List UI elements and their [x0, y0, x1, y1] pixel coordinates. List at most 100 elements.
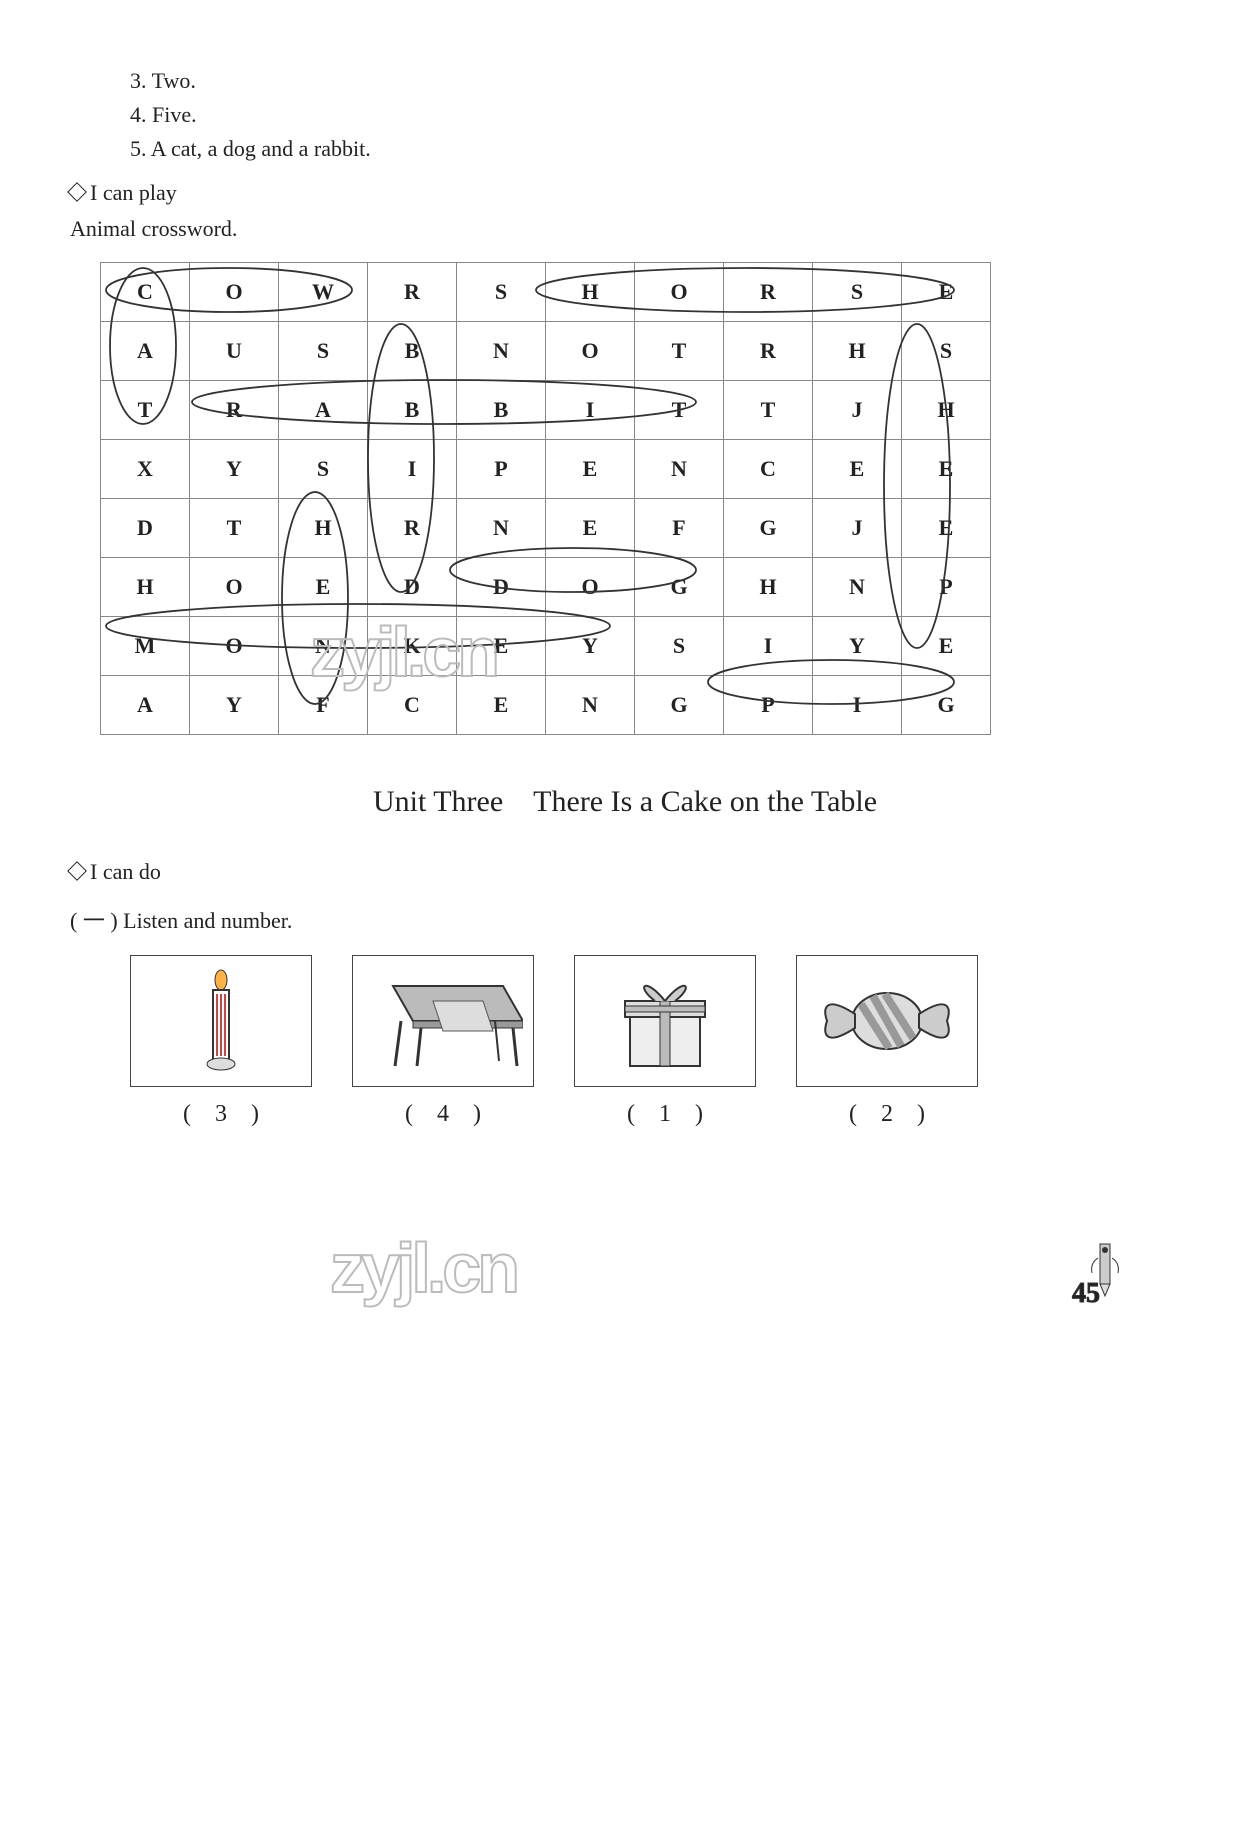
crossword-label: Animal crossword.: [70, 216, 1180, 242]
answer-number: ( 3 ): [130, 1101, 312, 1128]
crossword-cell: W: [279, 263, 368, 322]
crossword-cell: E: [813, 440, 902, 499]
crossword-cell: R: [368, 263, 457, 322]
crossword-cell: D: [457, 558, 546, 617]
crossword-cell: A: [101, 676, 190, 735]
listen-and-number: ( 一 ) Listen and number.: [70, 903, 1180, 935]
crossword-cell: P: [724, 676, 813, 735]
crossword-cell: C: [724, 440, 813, 499]
crossword-cell: O: [190, 617, 279, 676]
crossword-grid: COWRSHORSEAUSBNOTRHSTRABBITTJHXYSIPENCEE…: [100, 262, 991, 735]
diamond-icon: [67, 861, 87, 881]
candy-icon: [796, 955, 978, 1087]
crossword-cell: S: [902, 322, 991, 381]
crossword-cell: E: [902, 263, 991, 322]
unit-title: Unit Three There Is a Cake on the Table: [70, 785, 1180, 819]
crossword-cell: R: [724, 263, 813, 322]
images-row: ( 3 ) ( 4 ) ( 1 ) ( 2 ): [130, 955, 1180, 1128]
crossword-cell: M: [101, 617, 190, 676]
crossword-cell: G: [724, 499, 813, 558]
crossword-cell: R: [190, 381, 279, 440]
answer-number: ( 1 ): [574, 1101, 756, 1128]
crossword-cell: T: [190, 499, 279, 558]
crossword-cell: F: [279, 676, 368, 735]
crossword-cell: H: [813, 322, 902, 381]
crossword-cell: O: [546, 558, 635, 617]
crossword-cell: E: [546, 440, 635, 499]
crossword-cell: P: [457, 440, 546, 499]
crossword-cell: H: [279, 499, 368, 558]
crossword-cell: A: [279, 381, 368, 440]
crossword-cell: S: [635, 617, 724, 676]
crossword-cell: T: [101, 381, 190, 440]
crossword-cell: Y: [190, 676, 279, 735]
crossword-cell: B: [457, 381, 546, 440]
crossword-cell: S: [813, 263, 902, 322]
crossword-cell: P: [902, 558, 991, 617]
diamond-icon: [67, 182, 87, 202]
crossword-cell: H: [902, 381, 991, 440]
crossword-cell: I: [724, 617, 813, 676]
crossword-cell: I: [368, 440, 457, 499]
answer-line: 3. Two.: [130, 68, 1180, 94]
crossword-cell: E: [902, 617, 991, 676]
crossword-cell: A: [101, 322, 190, 381]
crossword-cell: R: [368, 499, 457, 558]
crossword-cell: H: [101, 558, 190, 617]
section-label: I can play: [90, 180, 177, 205]
crossword-cell: N: [457, 322, 546, 381]
crossword-cell: T: [724, 381, 813, 440]
crossword-cell: I: [546, 381, 635, 440]
crossword-cell: T: [635, 322, 724, 381]
section-i-can-play: I can play: [70, 180, 1180, 206]
crossword-cell: J: [813, 381, 902, 440]
pencil-mascot-icon: [1080, 1238, 1130, 1308]
crossword-cell: Y: [813, 617, 902, 676]
crossword: COWRSHORSEAUSBNOTRHSTRABBITTJHXYSIPENCEE…: [100, 262, 1180, 735]
answer-line: 5. A cat, a dog and a rabbit.: [130, 136, 1180, 162]
crossword-cell: S: [279, 322, 368, 381]
crossword-cell: D: [101, 499, 190, 558]
crossword-cell: Y: [190, 440, 279, 499]
crossword-cell: N: [546, 676, 635, 735]
crossword-cell: O: [546, 322, 635, 381]
section-label: I can do: [90, 859, 161, 884]
crossword-cell: N: [813, 558, 902, 617]
crossword-cell: U: [190, 322, 279, 381]
answer-number: ( 4 ): [352, 1101, 534, 1128]
crossword-cell: N: [279, 617, 368, 676]
crossword-cell: O: [190, 558, 279, 617]
crossword-cell: N: [635, 440, 724, 499]
crossword-cell: O: [190, 263, 279, 322]
crossword-cell: H: [546, 263, 635, 322]
crossword-cell: E: [902, 499, 991, 558]
crossword-cell: C: [368, 676, 457, 735]
crossword-cell: F: [635, 499, 724, 558]
crossword-cell: E: [457, 676, 546, 735]
crossword-cell: Y: [546, 617, 635, 676]
crossword-cell: S: [457, 263, 546, 322]
crossword-cell: J: [813, 499, 902, 558]
crossword-cell: S: [279, 440, 368, 499]
candle-icon: [130, 955, 312, 1087]
table-icon: [352, 955, 534, 1087]
crossword-cell: H: [724, 558, 813, 617]
crossword-cell: G: [635, 676, 724, 735]
answer-number: ( 2 ): [796, 1101, 978, 1128]
crossword-cell: T: [635, 381, 724, 440]
crossword-cell: E: [902, 440, 991, 499]
crossword-cell: E: [457, 617, 546, 676]
crossword-cell: C: [101, 263, 190, 322]
answer-line: 4. Five.: [130, 102, 1180, 128]
crossword-cell: E: [546, 499, 635, 558]
section-i-can-do: I can do: [70, 859, 1180, 885]
crossword-cell: R: [724, 322, 813, 381]
list-item: ( 1 ): [574, 955, 756, 1128]
crossword-cell: O: [635, 263, 724, 322]
crossword-cell: K: [368, 617, 457, 676]
crossword-cell: G: [902, 676, 991, 735]
list-item: ( 3 ): [130, 955, 312, 1128]
crossword-cell: B: [368, 381, 457, 440]
crossword-cell: E: [279, 558, 368, 617]
list-item: ( 2 ): [796, 955, 978, 1128]
